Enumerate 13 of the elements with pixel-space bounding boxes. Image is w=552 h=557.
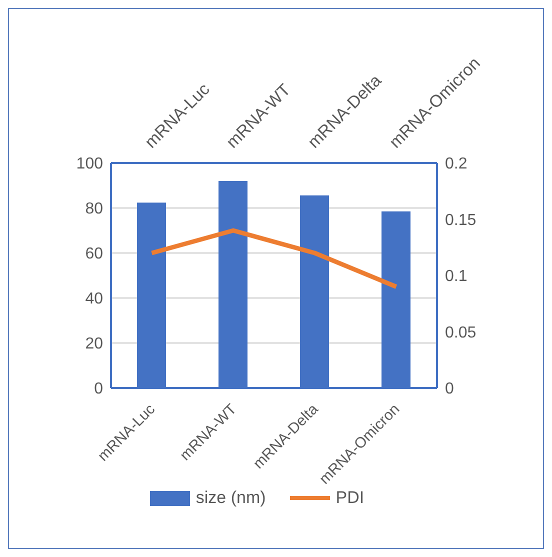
y2-tick-label: 0.05 [445, 324, 476, 342]
y2-tick-label: 0.1 [445, 268, 468, 286]
y2-tick-label: 0.2 [445, 156, 468, 173]
y2-tick-label: 0.15 [445, 212, 476, 229]
y-tick-label: 80 [85, 200, 104, 218]
y2-tick-label: 0 [445, 380, 454, 398]
legend-label: PDI [336, 488, 364, 508]
y-tick-label: 20 [85, 336, 104, 353]
y-tick-label: 100 [76, 156, 104, 173]
y-tick-label: 0 [94, 380, 104, 398]
y-tick-label: 60 [85, 246, 104, 263]
y-tick-label: 40 [85, 290, 104, 308]
legend-label: size (nm) [196, 488, 266, 508]
